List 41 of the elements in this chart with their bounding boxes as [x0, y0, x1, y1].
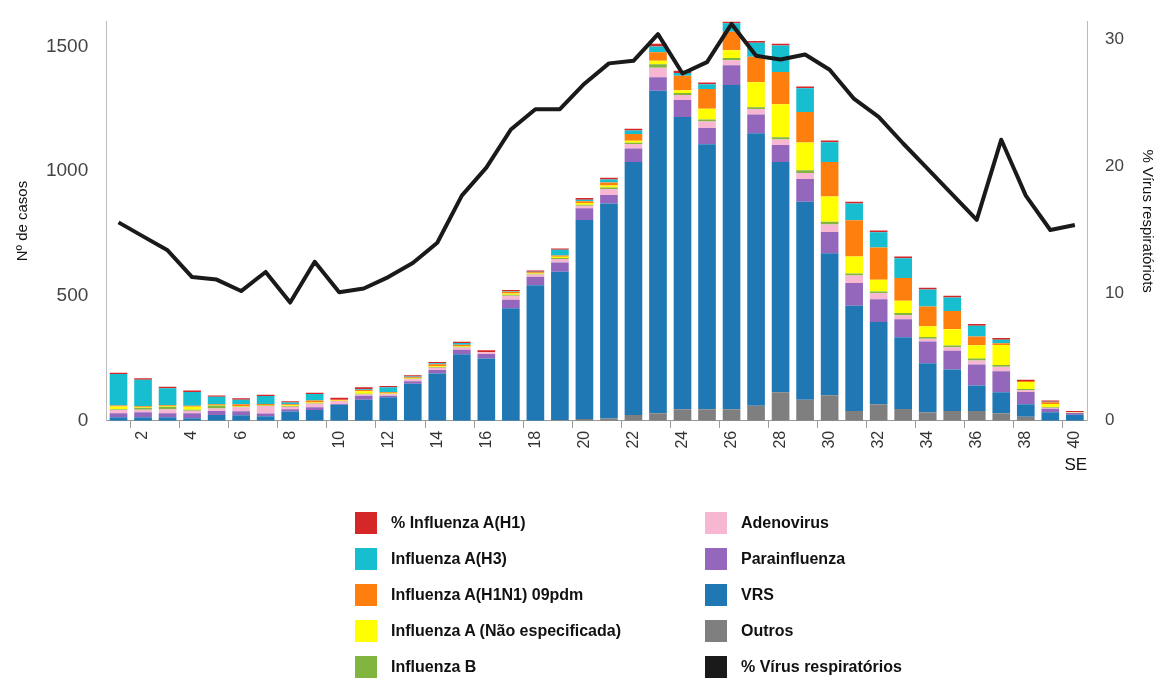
x-tick-label: 26 — [721, 430, 739, 449]
legend-label: VRS — [741, 586, 774, 604]
x-tick-label: 16 — [476, 430, 494, 449]
legend-label: Outros — [741, 622, 794, 640]
legend-label: Influenza A (Não especificada) — [391, 622, 621, 640]
x-tick-label: 32 — [869, 430, 887, 449]
legend-label: Influenza A(H1N1) 09pdm — [391, 586, 584, 604]
y-tick-label: 1000 — [45, 159, 89, 181]
y2-tick-label: 20 — [1105, 156, 1125, 176]
x-tick-label: 36 — [967, 430, 985, 449]
legend-label: % Influenza A(H1) — [391, 514, 526, 532]
x-tick-label: 22 — [623, 430, 641, 449]
x-tick-label: 6 — [231, 430, 249, 440]
x-tick-label: 2 — [133, 430, 151, 440]
x-tick-label: 10 — [329, 430, 347, 449]
x-tick-label: 40 — [1065, 430, 1083, 449]
legend-label: Adenovirus — [741, 514, 830, 532]
legend-label: % Vírus respiratórios — [741, 658, 902, 676]
x-tick-label: 4 — [182, 430, 200, 440]
y2-tick-label: 30 — [1105, 28, 1125, 48]
x-tick-label: 18 — [525, 430, 543, 449]
legend-label: Influenza A(H3) — [391, 550, 507, 568]
x-tick-label: 30 — [820, 430, 838, 449]
y2-tick-label: 10 — [1105, 283, 1125, 303]
legend-label: Parainfluenza — [741, 550, 846, 568]
x-tick-label: 12 — [378, 430, 396, 449]
y-tick-label: 1500 — [45, 34, 89, 56]
y-tick-label: 500 — [56, 284, 89, 306]
legend-label: Influenza B — [391, 658, 477, 676]
x-tick-label: 20 — [574, 430, 592, 449]
y-axis-title: Nº de casos — [13, 180, 31, 262]
x-tick-label: 28 — [770, 430, 788, 449]
x-tick-label: 34 — [918, 430, 936, 449]
x-axis-title: SE — [1064, 455, 1088, 475]
x-tick-label: 8 — [280, 430, 298, 440]
x-tick-label: 24 — [672, 430, 690, 449]
y-tick-label: 0 — [77, 409, 89, 431]
x-tick-label: 38 — [1016, 430, 1034, 449]
x-tick-label: 14 — [427, 430, 445, 449]
y2-axis-title: % Vírus respiratóriots — [1139, 149, 1157, 293]
y2-tick-label: 0 — [1105, 410, 1115, 430]
